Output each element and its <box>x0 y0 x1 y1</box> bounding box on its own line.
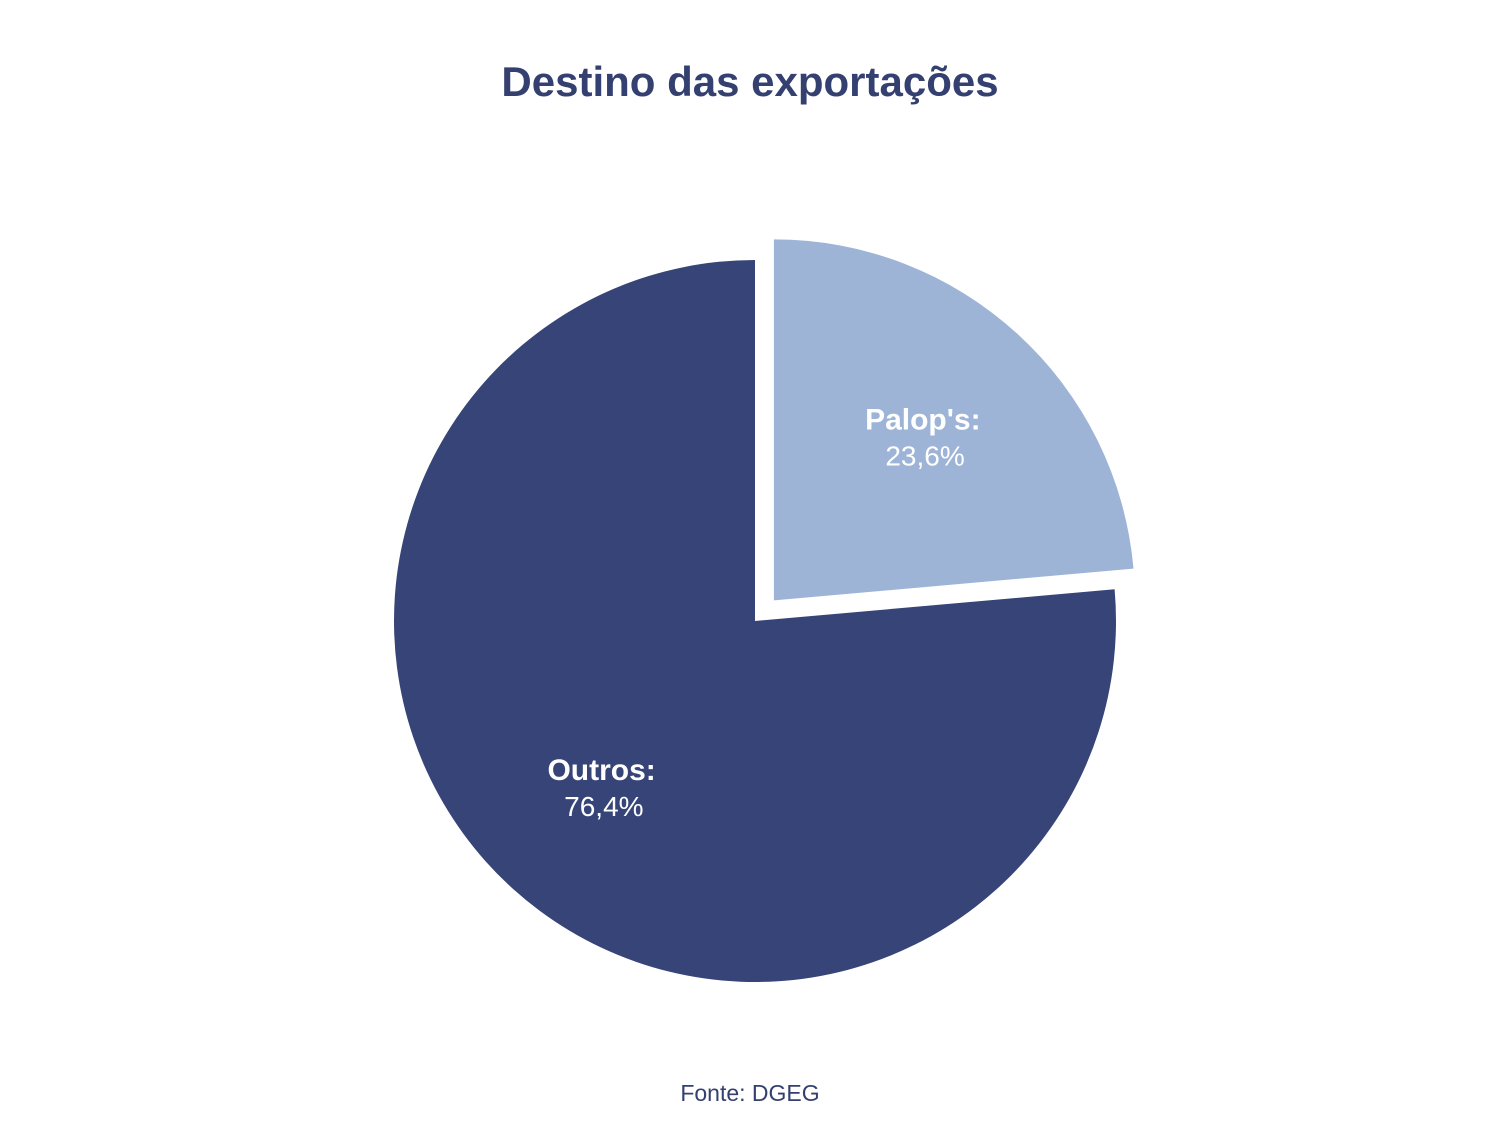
slice-name-outros: Outros: <box>547 754 655 787</box>
slice-label-palops: Palop's: 23,6% <box>865 403 985 471</box>
chart-title: Destino das exportações <box>501 58 999 105</box>
pie-slice-outros <box>393 260 1116 982</box>
slice-label-outros: Outros: 76,4% <box>547 754 660 822</box>
source-note: Fonte: DGEG <box>680 1080 820 1106</box>
slice-name-palops: Palop's: <box>865 403 981 436</box>
pie-slice-palops <box>773 239 1134 601</box>
slice-value-outros: 76,4% <box>564 791 643 822</box>
slice-value-palops: 23,6% <box>885 440 964 471</box>
